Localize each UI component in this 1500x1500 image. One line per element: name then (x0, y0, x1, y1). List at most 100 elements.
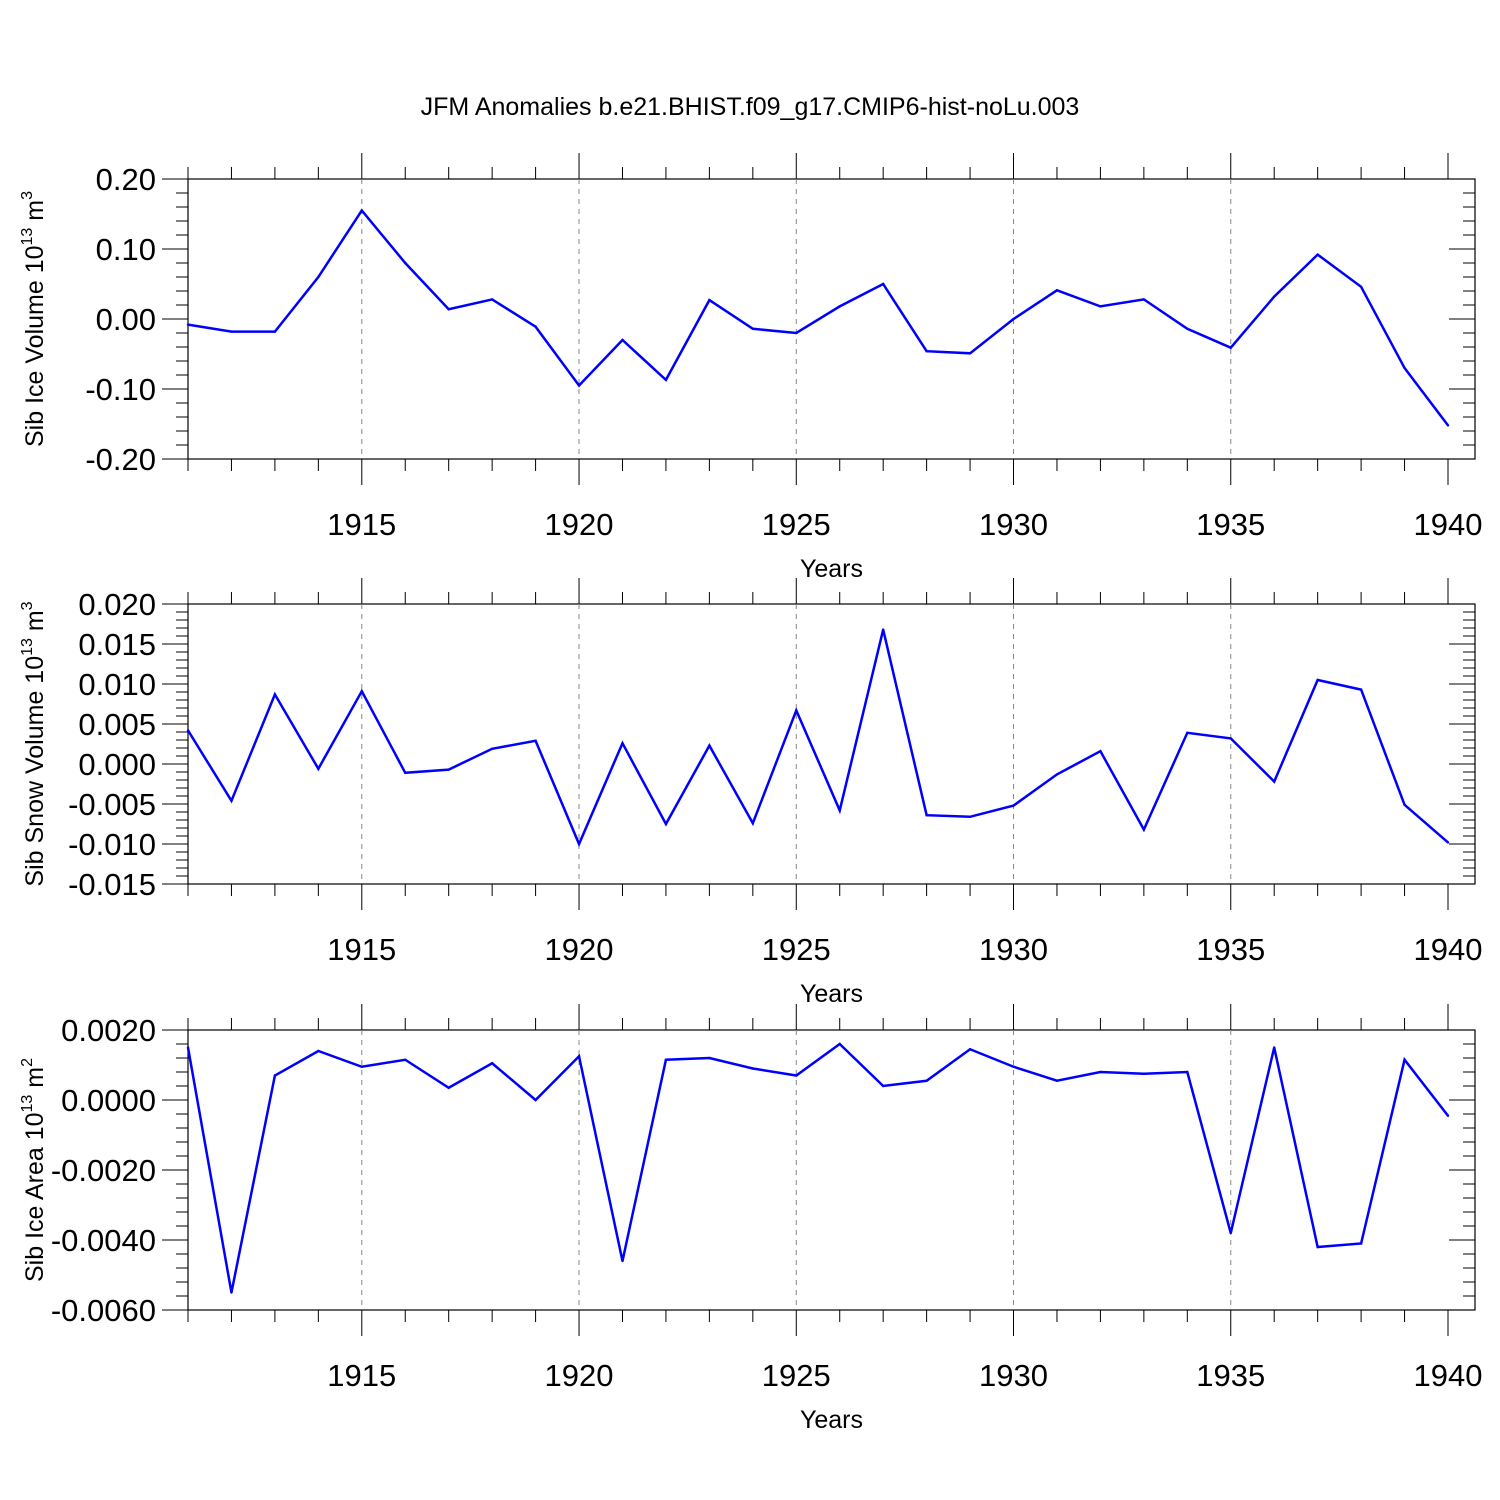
data-point (1055, 773, 1059, 776)
data-point (1012, 317, 1015, 321)
x-tick-label: 1920 (545, 507, 614, 542)
data-point (925, 814, 928, 817)
x-tick-label: 1925 (762, 507, 831, 542)
data-point (230, 1291, 233, 1294)
y-tick-label: 0.005 (78, 707, 156, 742)
data-point (360, 1065, 363, 1068)
data-point (186, 323, 190, 326)
data-point (230, 799, 233, 802)
data-point (1446, 841, 1450, 844)
panel-2: -0.015 -0.010 -0.005 0.000 0.005 0.010 0.015 0.… (19, 578, 1482, 1008)
plot-frame (187, 603, 1476, 885)
data-point (1055, 289, 1059, 292)
data-point (273, 330, 277, 333)
data-point (708, 1056, 711, 1060)
y-axis-title: Sib Ice Volume 1013 m3 (19, 191, 49, 447)
data-point (751, 327, 755, 330)
data-point (621, 338, 624, 342)
y-tick-label: 0.0020 (61, 1013, 156, 1048)
series-line (186, 629, 1449, 848)
y-tick-label: -0.0060 (51, 1293, 156, 1328)
data-point (1229, 346, 1232, 349)
y-tick-label: -0.20 (85, 442, 156, 477)
x-tick-label: 1940 (1414, 1358, 1483, 1393)
data-point (1186, 731, 1189, 734)
x-tick-label: 1930 (979, 1358, 1048, 1393)
data-point (317, 1049, 320, 1053)
y-tick-label: 0.20 (96, 162, 156, 197)
data-point (186, 1046, 190, 1049)
data-point (795, 709, 798, 712)
data-point (447, 1086, 450, 1089)
data-point (621, 742, 624, 745)
data-point (838, 1042, 841, 1046)
x-tick-label: 1925 (762, 932, 831, 967)
data-point (1403, 366, 1406, 370)
data-point (534, 1098, 537, 1102)
data-point (1273, 295, 1276, 298)
data-point (317, 767, 320, 770)
x-tick-label: 1935 (1196, 1358, 1265, 1393)
x-tick-label: 1935 (1196, 507, 1265, 542)
y-tick-label: -0.015 (68, 867, 156, 902)
data-point (577, 384, 581, 387)
data-point (360, 690, 363, 693)
y-tick-label: 0.0000 (61, 1083, 156, 1118)
data-point (534, 325, 537, 328)
data-point (577, 1055, 581, 1058)
data-point (795, 331, 798, 335)
data-point (751, 822, 755, 825)
plot-frame (187, 1029, 1476, 1311)
data-point (1446, 424, 1450, 427)
x-tick-label: 1920 (545, 1358, 614, 1393)
x-tick-label: 1915 (327, 507, 396, 542)
data-point (1273, 1046, 1276, 1049)
data-point (404, 771, 407, 774)
data-point (490, 298, 494, 301)
y-tick-label: -0.0020 (51, 1153, 156, 1188)
data-point (1316, 678, 1319, 682)
data-point (1403, 1058, 1406, 1061)
y-tick-label: 0.000 (78, 747, 156, 782)
plot-frame (187, 178, 1476, 460)
x-axis-title: Years (800, 980, 863, 1008)
data-point (838, 305, 841, 308)
y-axis-title: Sib Snow Volume 1013 m3 (19, 601, 49, 886)
data-point (404, 261, 407, 265)
data-point (273, 693, 277, 696)
data-point (708, 298, 711, 302)
x-tick-label: 1920 (545, 932, 614, 967)
data-point (968, 1048, 972, 1051)
data-point (751, 1067, 755, 1070)
x-tick-label: 1940 (1414, 932, 1483, 967)
y-axis-title: Sib Ice Area 1013 m2 (19, 1058, 49, 1282)
data-point (490, 1062, 494, 1065)
data-point (1099, 1070, 1102, 1074)
data-point (708, 744, 711, 747)
series-line (187, 208, 1449, 427)
series-line (186, 1042, 1449, 1293)
data-point (1359, 285, 1363, 288)
data-point (881, 1084, 885, 1088)
data-point (1012, 804, 1015, 807)
x-tick-label: 1940 (1414, 507, 1483, 542)
data-point (881, 628, 885, 631)
data-point (1142, 828, 1146, 831)
y-tick-label: -0.10 (85, 372, 156, 407)
y-tick-label: 0.10 (96, 232, 156, 267)
data-point (1359, 1242, 1363, 1245)
data-point (1316, 253, 1319, 256)
x-tick-label: 1930 (979, 507, 1048, 542)
panel-1: -0.20 -0.10 0.00 0.10 0.20 1915 1920 1925 1930 19… (19, 153, 1482, 583)
y-tick-label: -0.005 (68, 787, 156, 822)
panel-3: -0.0060 -0.0040 -0.0020 0.0000 0.0020 1915 192… (19, 1004, 1482, 1434)
data-point (881, 282, 885, 286)
data-point (1099, 750, 1102, 753)
data-point (317, 275, 320, 279)
data-point (1012, 1065, 1015, 1068)
x-tick-label: 1930 (979, 932, 1048, 967)
data-point (1142, 1072, 1146, 1075)
data-point (1142, 298, 1146, 301)
data-point (925, 350, 928, 353)
